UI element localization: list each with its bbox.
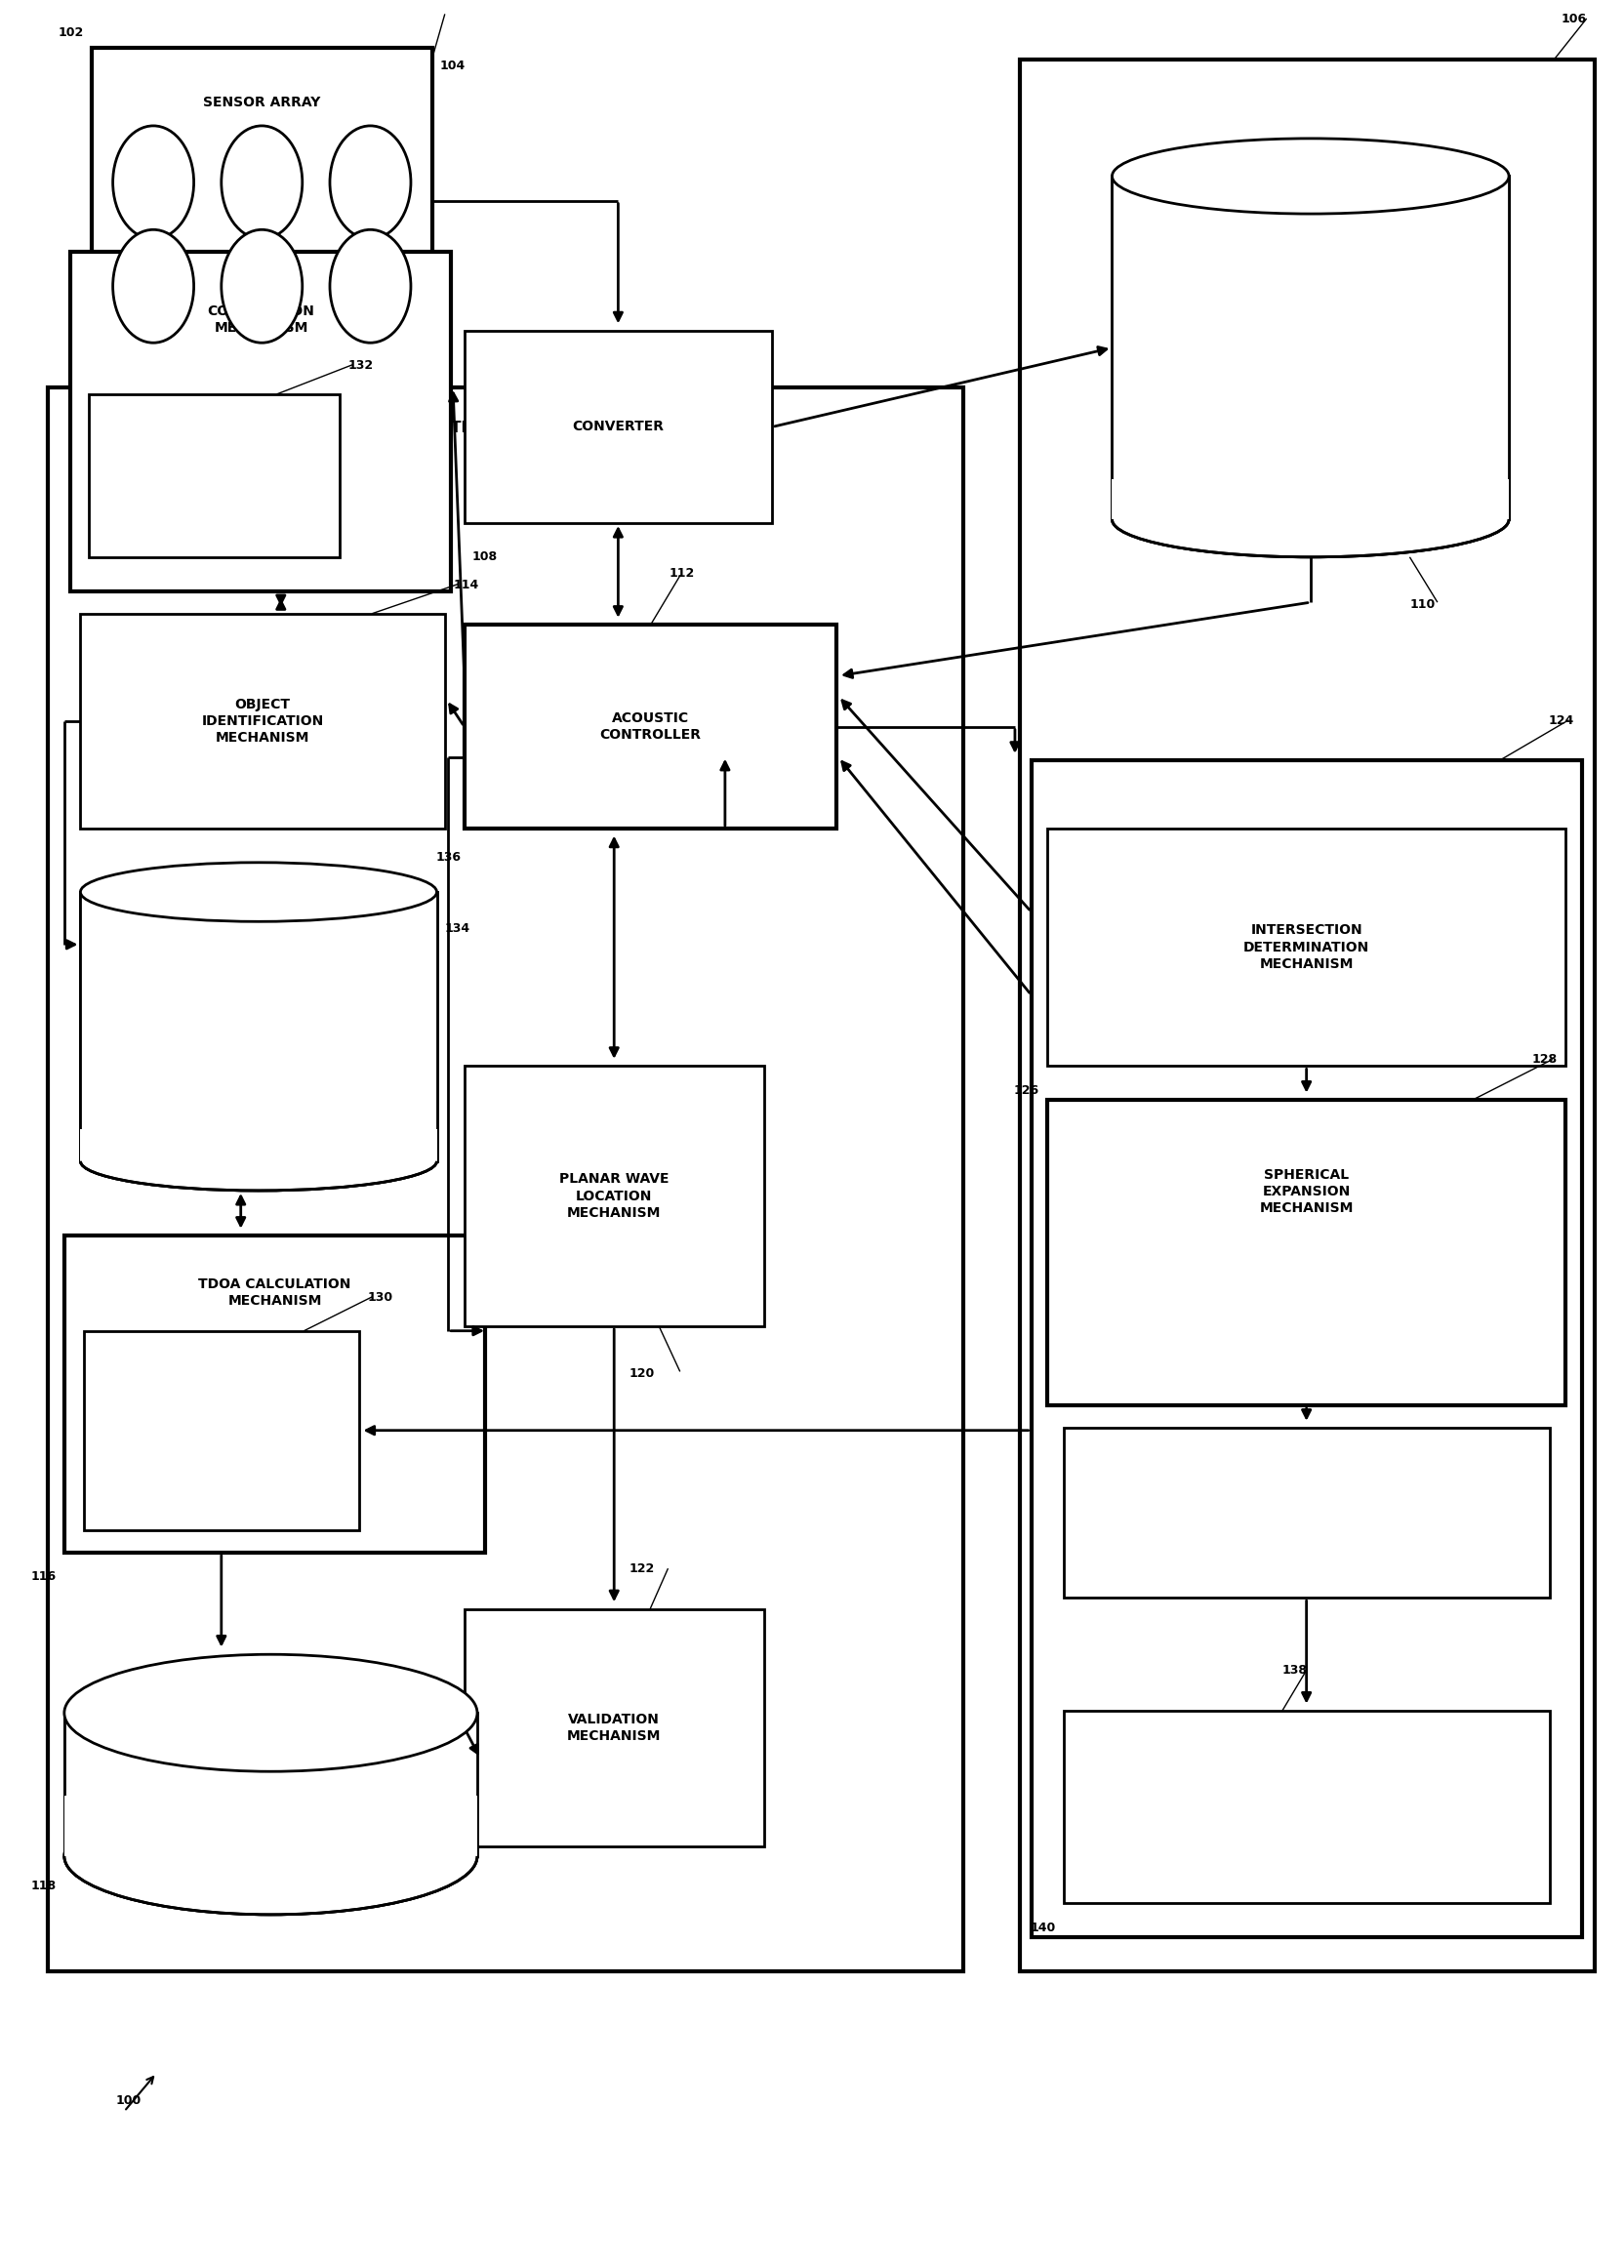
Text: SPHERICAL
EXPANSION
MECHANISM: SPHERICAL EXPANSION MECHANISM (1259, 1168, 1353, 1216)
Text: TDOA CALCULATION
MECHANISM: TDOA CALCULATION MECHANISM (198, 1277, 351, 1309)
Circle shape (221, 229, 302, 342)
Ellipse shape (81, 862, 437, 921)
Text: INTERSECTION
DETERMINATION
MECHANISM: INTERSECTION DETERMINATION MECHANISM (1242, 923, 1369, 971)
Circle shape (221, 125, 302, 238)
Text: 106: 106 (1561, 14, 1585, 25)
Text: 116: 116 (31, 1572, 57, 1583)
Text: 110: 110 (1410, 599, 1434, 610)
Text: 134: 134 (445, 921, 469, 934)
Text: 122: 122 (628, 1563, 654, 1576)
Text: 140: 140 (1030, 1921, 1054, 1935)
Text: SPHERICAL WAVE
LOCATION
MECHANISM: SPHERICAL WAVE LOCATION MECHANISM (1239, 855, 1372, 903)
Text: ACOUSTIC
CONTROLLER: ACOUSTIC CONTROLLER (599, 712, 702, 742)
Bar (1062, 1429, 1548, 1599)
Bar (1020, 59, 1593, 1971)
Text: 108: 108 (473, 551, 497, 562)
Bar (65, 1236, 486, 1554)
Text: 104: 104 (440, 59, 466, 73)
Text: CORRELATION
MECHANISM: CORRELATION MECHANISM (208, 304, 315, 336)
Text: ARRAY SIGNAL
STORAGE: ARRAY SIGNAL STORAGE (1254, 365, 1366, 397)
Bar (65, 1712, 477, 1855)
Text: CONVERTER: CONVERTER (572, 420, 664, 433)
Ellipse shape (81, 1132, 437, 1191)
Circle shape (112, 229, 193, 342)
Text: OBJECT
CHARACTERISTIC
LIBRARY: OBJECT CHARACTERISTIC LIBRARY (193, 1036, 323, 1084)
Bar (464, 1608, 763, 1846)
Ellipse shape (81, 862, 437, 921)
Text: HEMISPHERE
EXPANSION
MECHANISM: HEMISPHERE EXPANSION MECHANISM (1255, 1490, 1356, 1538)
Bar (88, 395, 339, 558)
Text: PROCESSING SYSTEM: PROCESSING SYSTEM (305, 422, 486, 435)
Ellipse shape (65, 1799, 477, 1914)
Text: COMPARISON
MECHANISM: COMPARISON MECHANISM (162, 460, 265, 490)
Ellipse shape (1111, 481, 1509, 558)
Text: 112: 112 (669, 567, 695, 581)
Bar (1111, 479, 1509, 519)
Text: 100: 100 (115, 2093, 141, 2107)
Bar (1111, 177, 1509, 519)
Ellipse shape (81, 1132, 437, 1191)
Text: 132: 132 (348, 358, 374, 372)
Bar (1047, 828, 1564, 1066)
Text: 102: 102 (58, 27, 84, 39)
Ellipse shape (65, 1653, 477, 1771)
Bar (81, 891, 437, 1161)
Bar (81, 615, 445, 828)
Bar (1047, 1100, 1564, 1406)
Text: PLANAR WAVE
LOCATION
MECHANISM: PLANAR WAVE LOCATION MECHANISM (559, 1173, 669, 1220)
Bar (1111, 177, 1509, 519)
Ellipse shape (65, 1799, 477, 1914)
Bar (71, 252, 451, 592)
Text: 120: 120 (628, 1368, 654, 1379)
Bar (81, 891, 437, 1161)
Text: 126: 126 (1013, 1084, 1039, 1098)
Text: SENSOR ARRAY: SENSOR ARRAY (203, 95, 320, 109)
Ellipse shape (1111, 138, 1509, 213)
Text: 130: 130 (367, 1290, 393, 1304)
Text: HEMISPHERE
GENERATION
MECHANISM: HEMISPHERE GENERATION MECHANISM (1255, 1783, 1356, 1830)
Circle shape (330, 229, 411, 342)
Text: 118: 118 (31, 1880, 57, 1892)
Text: 136: 136 (435, 850, 461, 864)
Bar (1031, 760, 1580, 1937)
Text: 138: 138 (1281, 1665, 1307, 1676)
Bar (65, 1712, 477, 1855)
Text: 124: 124 (1548, 714, 1572, 726)
Ellipse shape (1111, 138, 1509, 213)
Text: 128: 128 (1531, 1052, 1556, 1066)
Bar (81, 1129, 437, 1161)
Bar (49, 388, 963, 1971)
Text: TDOA COMBINATIONS
STORAGE: TDOA COMBINATIONS STORAGE (188, 1783, 352, 1812)
Ellipse shape (65, 1653, 477, 1771)
Ellipse shape (1111, 481, 1509, 558)
Bar (65, 1796, 477, 1855)
Bar (84, 1331, 359, 1531)
Text: WAVELET
CORRELATION
MECHANISM: WAVELET CORRELATION MECHANISM (167, 1406, 274, 1454)
Text: OBJECT
IDENTIFICATION
MECHANISM: OBJECT IDENTIFICATION MECHANISM (201, 696, 323, 744)
Text: 114: 114 (453, 578, 479, 592)
Bar (91, 48, 432, 354)
Bar (464, 1066, 763, 1327)
Circle shape (112, 125, 193, 238)
Text: VALIDATION
MECHANISM: VALIDATION MECHANISM (567, 1712, 661, 1744)
Bar (464, 626, 836, 828)
Bar (1062, 1710, 1548, 1903)
Bar (464, 331, 771, 524)
Circle shape (330, 125, 411, 238)
